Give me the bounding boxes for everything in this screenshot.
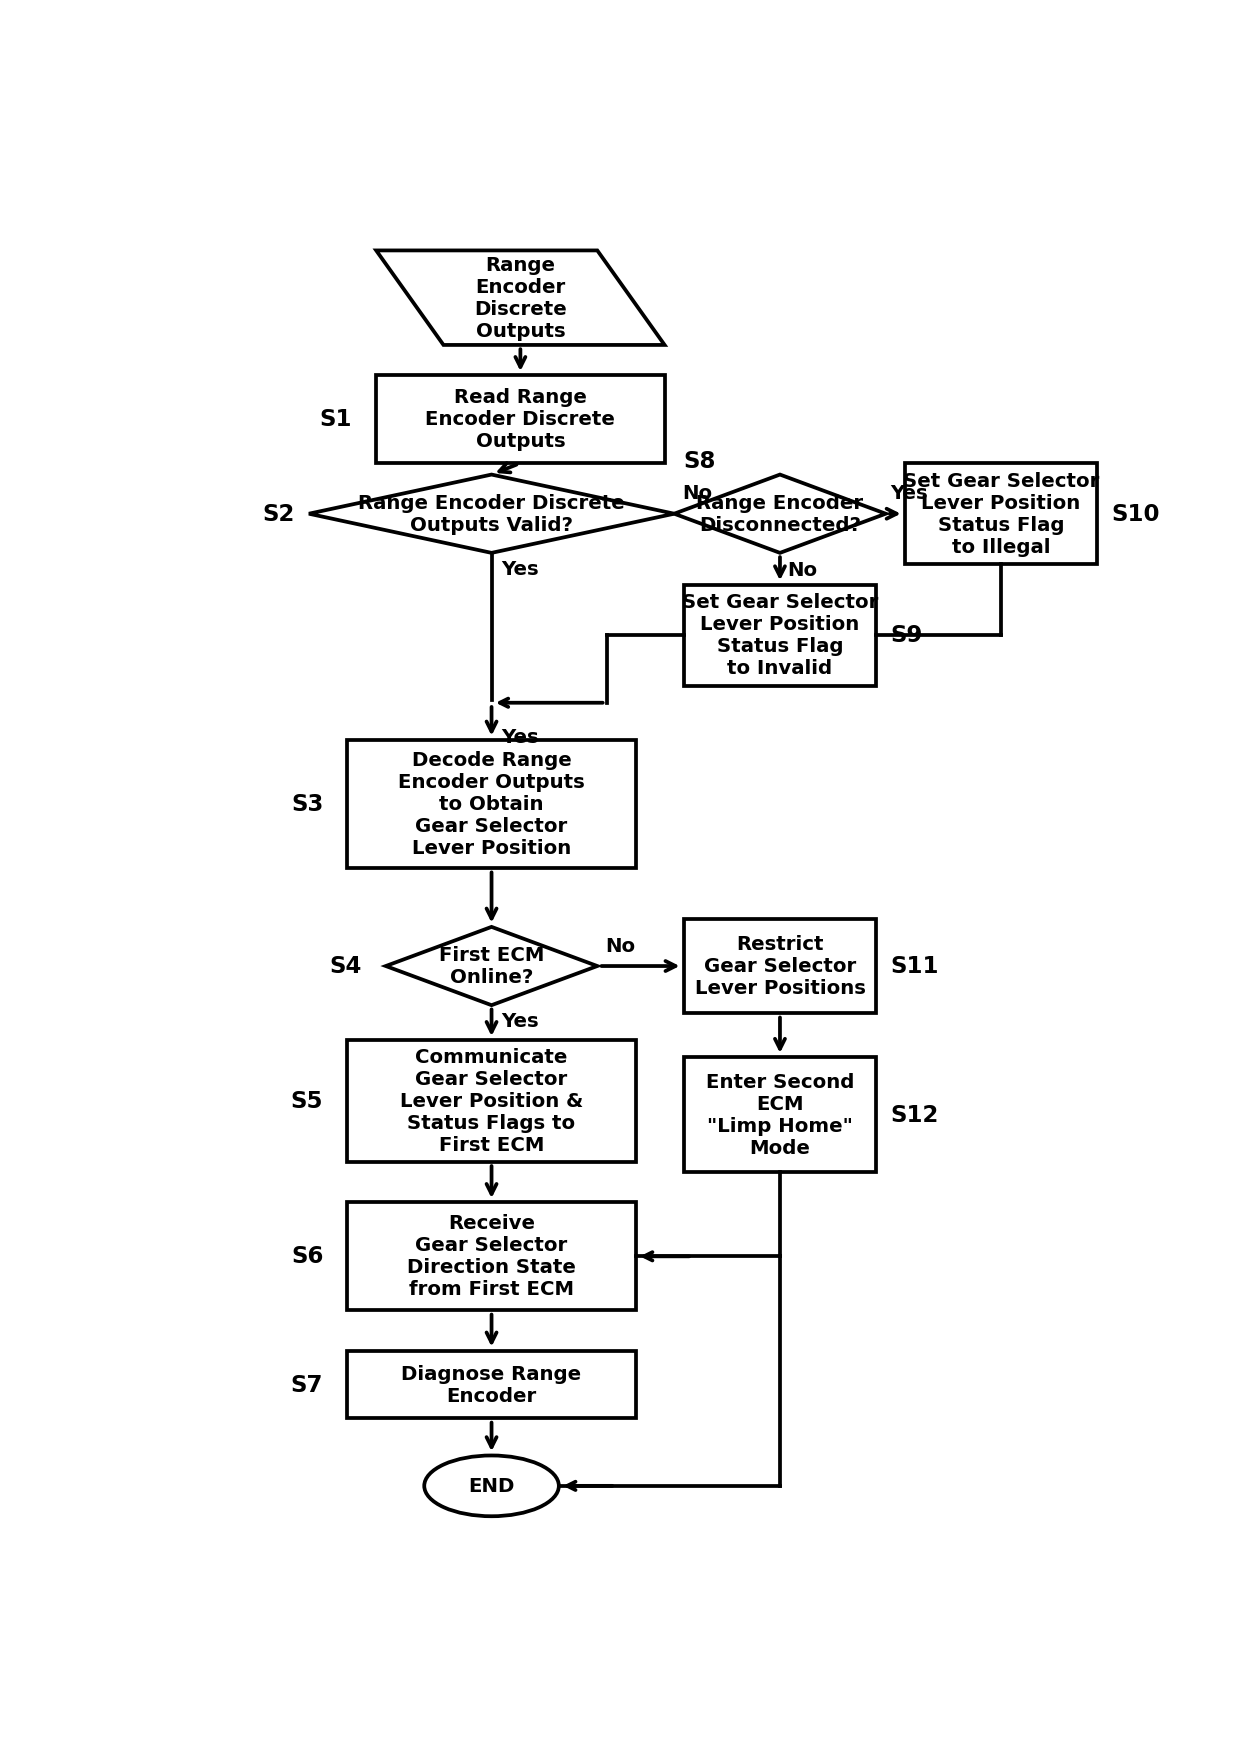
Text: Read Range
Encoder Discrete
Outputs: Read Range Encoder Discrete Outputs [425, 387, 615, 451]
Polygon shape [386, 927, 598, 1006]
FancyBboxPatch shape [347, 1203, 636, 1311]
Text: Communicate
Gear Selector
Lever Position &
Status Flags to
First ECM: Communicate Gear Selector Lever Position… [399, 1048, 583, 1155]
FancyBboxPatch shape [376, 375, 665, 463]
Text: Set Gear Selector
Lever Position
Status Flag
to Illegal: Set Gear Selector Lever Position Status … [903, 472, 1099, 556]
Text: Diagnose Range
Encoder: Diagnose Range Encoder [402, 1364, 582, 1406]
Text: Enter Second
ECM
"Limp Home"
Mode: Enter Second ECM "Limp Home" Mode [706, 1073, 854, 1157]
Text: No: No [787, 561, 817, 580]
Text: S5: S5 [290, 1090, 324, 1113]
Text: S3: S3 [291, 792, 324, 815]
Text: Yes: Yes [890, 484, 928, 503]
Text: Decode Range
Encoder Outputs
to Obtain
Gear Selector
Lever Position: Decode Range Encoder Outputs to Obtain G… [398, 750, 585, 857]
FancyBboxPatch shape [683, 919, 875, 1013]
Text: Range Encoder Discrete
Outputs Valid?: Range Encoder Discrete Outputs Valid? [358, 494, 625, 535]
FancyBboxPatch shape [347, 740, 636, 868]
Text: Yes: Yes [501, 727, 538, 747]
Text: S11: S11 [890, 955, 939, 978]
Text: No: No [605, 936, 635, 955]
Ellipse shape [424, 1455, 558, 1516]
Text: Range
Encoder
Discrete
Outputs: Range Encoder Discrete Outputs [474, 256, 567, 340]
Text: S12: S12 [890, 1103, 939, 1125]
Text: Restrict
Gear Selector
Lever Positions: Restrict Gear Selector Lever Positions [694, 934, 866, 997]
FancyBboxPatch shape [347, 1041, 636, 1162]
Text: S2: S2 [262, 503, 294, 526]
Polygon shape [309, 475, 675, 554]
Text: Receive
Gear Selector
Direction State
from First ECM: Receive Gear Selector Direction State fr… [407, 1215, 575, 1299]
Text: Yes: Yes [501, 559, 538, 578]
Text: No: No [682, 484, 712, 503]
Text: END: END [469, 1476, 515, 1495]
Text: First ECM
Online?: First ECM Online? [439, 947, 544, 987]
Text: S9: S9 [890, 624, 923, 647]
Polygon shape [675, 475, 885, 554]
FancyBboxPatch shape [347, 1352, 636, 1418]
FancyBboxPatch shape [905, 463, 1097, 564]
FancyBboxPatch shape [683, 586, 875, 685]
Text: S10: S10 [1111, 503, 1159, 526]
Text: S1: S1 [320, 408, 352, 431]
Text: S8: S8 [683, 451, 715, 473]
Text: S7: S7 [290, 1373, 324, 1395]
Text: Set Gear Selector
Lever Position
Status Flag
to Invalid: Set Gear Selector Lever Position Status … [682, 593, 878, 678]
Text: S6: S6 [291, 1245, 324, 1267]
FancyBboxPatch shape [683, 1057, 875, 1173]
Polygon shape [376, 251, 665, 345]
Text: Yes: Yes [501, 1011, 538, 1031]
Text: Range Encoder
Disconnected?: Range Encoder Disconnected? [696, 494, 863, 535]
Text: S4: S4 [330, 955, 362, 978]
